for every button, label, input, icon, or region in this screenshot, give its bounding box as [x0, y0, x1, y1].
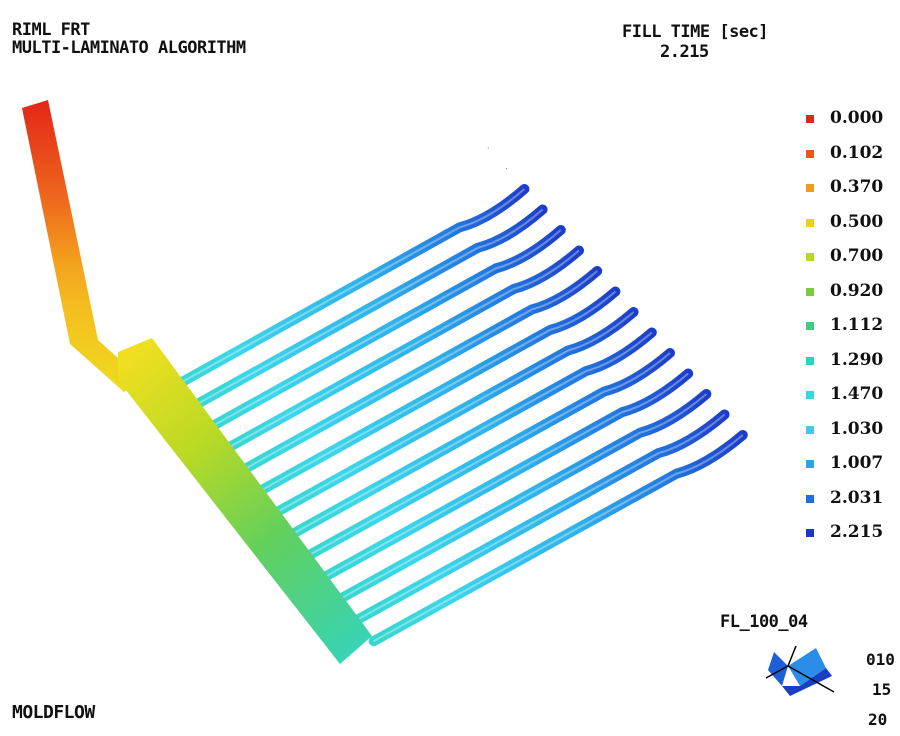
legend-swatch	[806, 425, 814, 434]
cavity-strip	[159, 184, 530, 397]
cavity-strip-highlight	[320, 372, 689, 580]
legend-value: 2.215	[830, 522, 884, 542]
legend-swatch	[806, 529, 814, 537]
fill-time-label: FILL TIME [sec]	[622, 22, 769, 42]
cavity-strip-empty	[129, 146, 490, 352]
cavity-strip	[333, 389, 712, 605]
cavity-strip-highlight	[373, 434, 744, 643]
legend-value: 2.031	[830, 487, 884, 508]
manifold	[118, 338, 372, 664]
axis-value-y: 15	[872, 680, 892, 699]
legend-swatch	[806, 356, 814, 365]
cavity-strip	[316, 368, 694, 584]
cavity-strip-highlight	[216, 249, 580, 455]
legend-swatch	[806, 218, 814, 227]
legend-value: 0.102	[830, 142, 884, 163]
axis-value-x: 010	[866, 650, 895, 669]
cavity-strip-highlight	[233, 270, 598, 476]
legend-swatch	[806, 184, 814, 192]
cavity-strip-highlight	[181, 208, 544, 414]
legend-value: 0.500	[830, 211, 884, 232]
axis-value-z: 20	[868, 710, 888, 729]
cavity-strip	[212, 245, 584, 459]
legend-swatch	[806, 391, 814, 399]
legend-value: 0.920	[830, 280, 884, 301]
cavity-strip	[351, 409, 730, 626]
brand-label: MOLDFLOW	[12, 702, 95, 723]
cavity-strip-highlight	[251, 290, 617, 497]
cavity-strip-highlight	[268, 311, 635, 518]
cavity-strips	[129, 146, 748, 647]
cavity-strip-highlight	[338, 393, 708, 601]
legend-swatch	[806, 322, 814, 330]
cavity-strip	[194, 225, 566, 439]
cavity-strip	[281, 327, 657, 543]
model-name-text: RIML FRT	[12, 20, 90, 40]
legend-swatch	[806, 253, 814, 261]
cavity-strip	[246, 286, 621, 501]
fill-time-model	[22, 100, 748, 664]
legend-value: 1.030	[830, 418, 884, 439]
cavity-strip-highlight	[164, 188, 526, 393]
legend-value: 0.700	[830, 246, 884, 266]
legend-swatch	[806, 115, 814, 123]
legend-swatch	[806, 494, 814, 503]
view-name-label: FL_100_04	[720, 612, 808, 632]
sprue-runner	[22, 100, 140, 392]
legend-value: 1.112	[830, 315, 884, 335]
cavity-strip-empty	[146, 167, 508, 373]
cavity-strip	[299, 348, 675, 563]
orientation-triad-icon	[765, 645, 835, 696]
legend-swatch	[806, 287, 814, 296]
cavity-strip-highlight	[199, 229, 562, 435]
cavity-strip-highlight	[303, 352, 671, 559]
cavity-strip	[229, 266, 603, 480]
legend-value: 1.290	[830, 349, 884, 370]
cavity-strip	[177, 204, 548, 418]
legend-swatch	[806, 460, 814, 468]
legend-value: 0.370	[830, 177, 884, 197]
cavity-strip-highlight	[286, 331, 653, 539]
fill-time-value: 2.215	[660, 42, 709, 62]
cavity-strip-highlight	[355, 413, 726, 622]
legend-value: 0.000	[830, 108, 884, 128]
legend-swatch	[806, 149, 814, 158]
cavity-strip	[368, 430, 748, 647]
algorithm-text: MULTI-LAMINATO ALGORITHM	[12, 38, 246, 58]
legend-value: 1.007	[830, 453, 884, 473]
legend-value: 1.470	[830, 384, 884, 404]
cavity-strip	[264, 307, 639, 522]
